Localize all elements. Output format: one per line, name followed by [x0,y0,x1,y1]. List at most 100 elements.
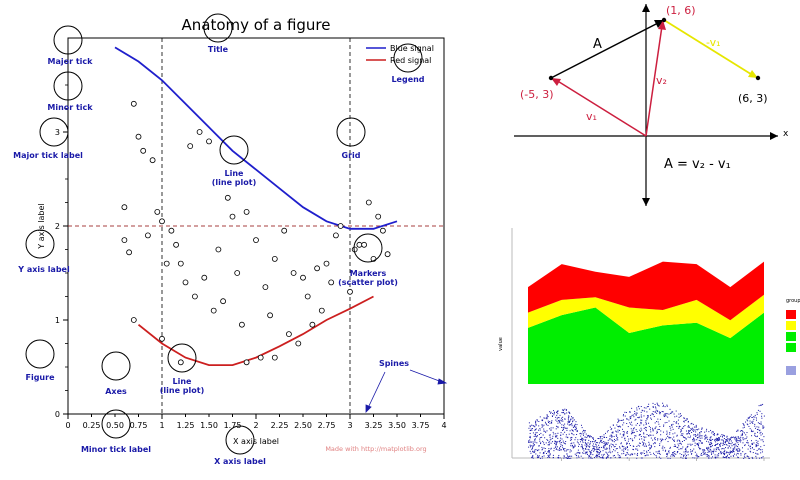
noise-dot [636,423,638,425]
noise-dot [529,450,531,452]
scatter-point [201,274,208,281]
noise-dot [552,457,554,459]
noise-dot [641,419,643,421]
noise-dot [538,455,540,457]
noise-dot [692,423,694,425]
noise-dot [538,425,540,427]
noise-dot [694,451,696,453]
noise-dot [715,448,717,450]
noise-dot [708,455,710,457]
noise-dot [673,439,675,441]
noise-dot [687,430,689,432]
noise-dot [563,448,565,450]
vector-diagram: x (1, 6) (-5, 3) (6, 3) A -v₁ v₂ v₁ A = … [514,2,800,210]
noise-dot [696,453,698,455]
noise-dot [559,447,561,449]
noise-dot [686,451,688,453]
noise-dot [705,434,707,436]
noise-dot [553,450,555,452]
scatter-point [257,354,264,361]
noise-dot [613,435,615,437]
scatter-point [328,279,335,286]
noise-dot [666,456,668,458]
noise-dot [726,457,728,459]
noise-dot [564,413,566,415]
noise-dot [645,436,647,438]
noise-dot [633,449,635,451]
noise-dot [547,444,549,446]
noise-dot [648,422,650,424]
noise-dot [748,456,750,458]
noise-dot [582,457,584,459]
noise-dot [543,424,545,426]
noise-dot [581,433,583,435]
noise-dot [715,441,717,443]
noise-dot [626,447,628,449]
noise-dot [658,451,660,453]
noise-dot [760,439,762,441]
noise-dot [597,442,599,444]
noise-dot [740,452,742,454]
noise-dot [605,451,607,453]
noise-dot [745,437,747,439]
noise-dot [714,444,716,446]
noise-dot [608,451,610,453]
noise-dot [633,431,635,433]
noise-dot [571,442,573,444]
noise-dot [740,439,742,441]
noise-dot [655,451,657,453]
noise-dot [621,453,623,455]
noise-dot [598,455,600,457]
noise-dot [589,445,591,447]
noise-dot [679,443,681,445]
annotation-major-tick-label: Major tick label [13,151,83,160]
noise-dot [627,453,629,455]
noise-dot [607,430,609,432]
noise-dot [640,421,642,423]
noise-dot [632,414,634,416]
noise-dot [529,435,531,437]
noise-dot [538,445,540,447]
noise-dot [725,443,727,445]
point-right [755,75,761,81]
noise-dot [733,444,735,446]
noise-dot [562,429,564,431]
noise-dot [587,435,589,437]
annotation-title: Title [208,45,229,54]
noise-dot [548,450,550,452]
noise-dot [667,416,669,418]
noise-dot [541,446,543,448]
noise-dot [574,424,576,426]
noise-dot [555,419,557,421]
area-layer-2 [528,261,764,321]
noise-dot [664,414,666,416]
noise-dot [534,433,536,435]
noise-dot [588,439,590,441]
noise-dot [740,430,742,432]
noise-dot [729,438,731,440]
noise-dot [744,438,746,440]
noise-dot [611,428,613,430]
noise-dot [544,437,546,439]
noise-dot [681,427,683,429]
noise-dot [721,452,723,454]
noise-dot [672,423,674,425]
noise-dot [601,442,603,444]
equation-label: A = v₂ - v₁ [664,157,731,172]
noise-dot [656,421,658,423]
noise-dot [730,450,732,452]
noise-dot [677,443,679,445]
noise-dot [592,437,594,439]
noise-dot [572,446,574,448]
noise-dot [560,449,562,451]
noise-dot [650,437,652,439]
noise-dot [705,435,707,437]
noise-dot [678,425,680,427]
noise-dot [600,440,602,442]
vector-a [550,21,661,79]
noise-dot [695,424,697,426]
noise-dot [626,442,628,444]
noise-dot [749,422,751,424]
noise-dot [675,453,677,455]
annotation-minor-tick-label: Minor tick label [81,445,151,454]
